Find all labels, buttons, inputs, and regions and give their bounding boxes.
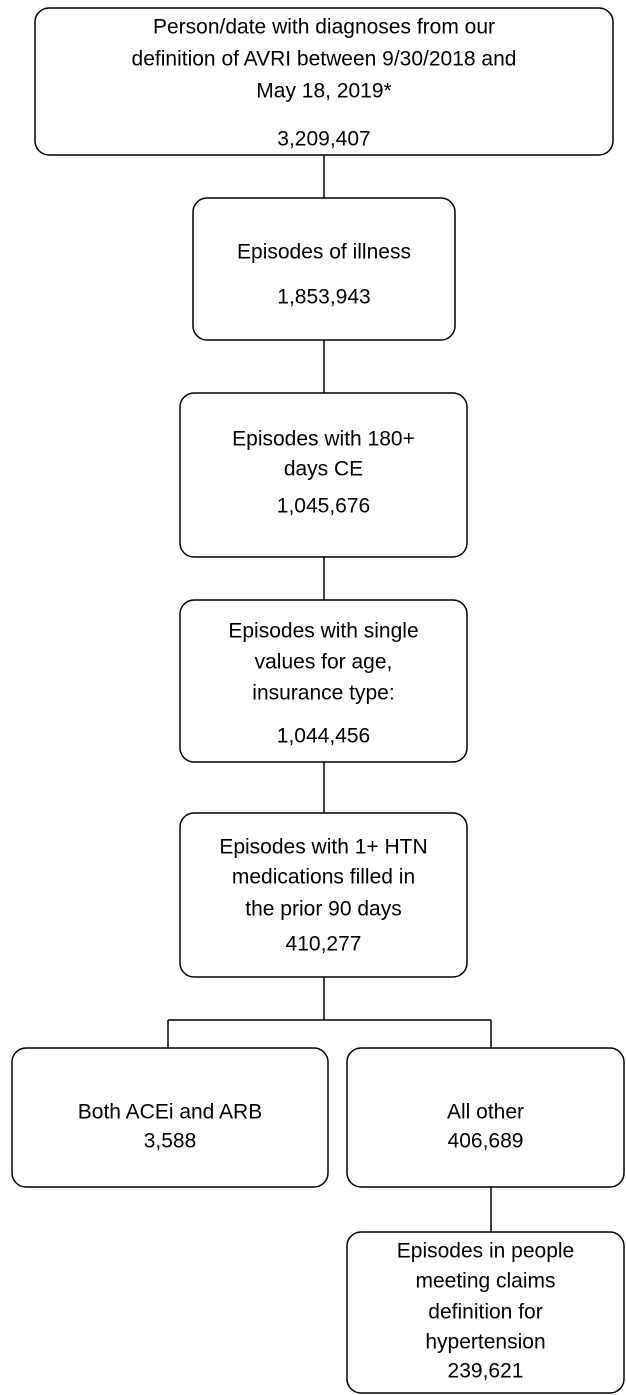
node-count: 406,689: [448, 1130, 524, 1153]
connectors: [167, 155, 492, 1232]
node-box: [179, 392, 468, 558]
node-label: meeting claims: [415, 1270, 555, 1293]
node-label: Episodes with 1+ HTN: [219, 836, 427, 859]
node-box: [11, 1047, 329, 1188]
node-box: [346, 1047, 625, 1188]
node-label: definition for: [428, 1301, 542, 1324]
node-label: Episodes of illness: [237, 241, 411, 264]
node-label: the prior 90 days: [245, 898, 401, 921]
node-count: 410,277: [286, 933, 362, 956]
node-label: insurance type:: [252, 682, 394, 705]
node-label: definition of AVRI between 9/30/2018 and: [132, 48, 517, 71]
node-label: Episodes in people: [397, 1240, 574, 1263]
node-label: days CE: [284, 458, 363, 481]
node-label: Both ACEi and ARB: [78, 1101, 262, 1124]
node-count: 3,209,407: [277, 128, 370, 151]
node-label: Episodes with 180+: [232, 428, 415, 451]
node-box: [34, 7, 614, 156]
node-count: 1,044,456: [277, 725, 370, 748]
node-label: Episodes with single: [228, 620, 418, 643]
node-box: [179, 812, 468, 978]
node-label: values for age,: [255, 651, 393, 674]
node-label: Person/date with diagnoses from our: [153, 16, 495, 39]
node-count: 239,621: [448, 1360, 524, 1383]
node-label: All other: [447, 1101, 524, 1124]
node-count: 1,853,943: [277, 286, 370, 309]
node-box: [346, 1231, 625, 1394]
node-box: [192, 197, 456, 341]
node-label: medications filled in: [232, 866, 415, 889]
node-label: May 18, 2019*: [256, 80, 391, 103]
node-box: [179, 599, 468, 763]
node-count: 1,045,676: [277, 495, 370, 518]
node-label: hypertension: [425, 1331, 545, 1354]
node-count: 3,588: [144, 1130, 197, 1153]
